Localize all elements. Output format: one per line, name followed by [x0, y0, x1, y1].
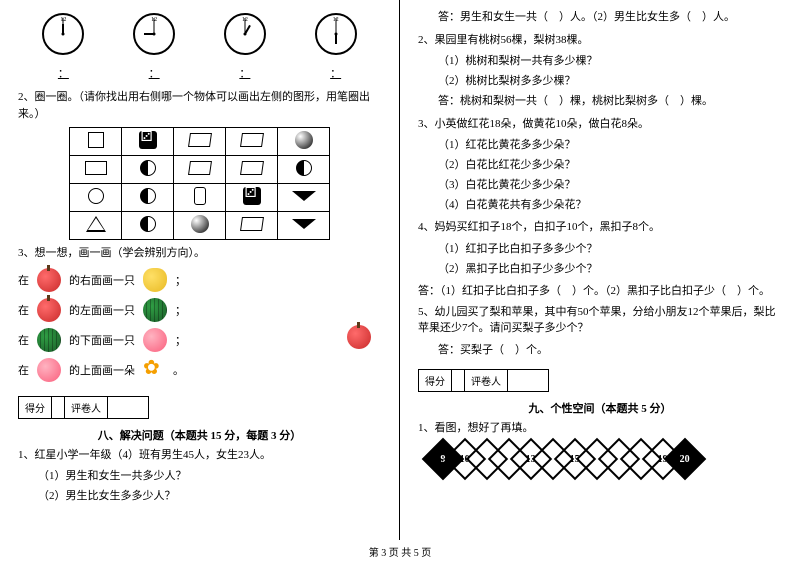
pear-icon [143, 268, 167, 292]
text: 在 [18, 332, 29, 348]
grader-blank[interactable] [508, 370, 548, 391]
answer-5: 答：买梨子（ ）个。 [438, 341, 782, 361]
text: 的右面画一只 [69, 272, 135, 288]
text: 的下面画一只 [69, 332, 135, 348]
problem-1: 1、红星小学一年级（4）班有男生45人，女生23人。 [18, 447, 381, 464]
clock-2 [133, 13, 175, 55]
left-column: ： ： ： ： 2、圈一圈。（请你找出用右侧哪一个物体可以画出左侧的图形，用笔圈… [0, 0, 400, 540]
fruit-row: 在 的右面画一只 ； [18, 268, 381, 292]
fruit-row: 在 的下面画一只 ； [18, 328, 381, 352]
problem-4a: （1）红扣子比白扣子多多少个？ [438, 240, 782, 260]
dice-icon [139, 131, 157, 149]
fruit-row: 在 的左面画一只 ； [18, 298, 381, 322]
rectangle-icon [85, 161, 107, 175]
triangle-icon [86, 216, 106, 232]
fruit-row: 在 的上面画一朵 。 [18, 358, 381, 382]
clock-blank[interactable]: ： [119, 65, 189, 81]
grader-blank[interactable] [108, 397, 148, 418]
section-8-title: 八、解决问题（本题共 15 分，每题 3 分） [18, 427, 381, 443]
problem-3d: （4）白花黄花共有多少朵花？ [438, 196, 782, 216]
problem-2: 2、果园里有桃树56棵，梨树38棵。 [418, 32, 782, 49]
apple-icon [37, 298, 61, 322]
watermelon-icon [143, 298, 167, 322]
sphere-icon [191, 215, 209, 233]
clock-blank[interactable]: ： [210, 65, 280, 81]
cone-icon [292, 219, 316, 229]
watermelon-icon [37, 328, 61, 352]
problem-4b: （2）黑扣子比白扣子少多少个？ [438, 260, 782, 280]
question-2: 2、圈一圈。（请你找出用右侧哪一个物体可以画出左侧的图形，用笔圈出来。） [18, 89, 381, 122]
can-icon [194, 187, 206, 205]
half-circle-icon [140, 160, 156, 176]
peach-icon [143, 328, 167, 352]
score-label: 得分 [19, 397, 52, 418]
text: 。 [173, 362, 184, 378]
problem-1a: （1）男生和女生一共多少人？ [38, 467, 381, 487]
clock-3 [224, 13, 266, 55]
diamond-strip: 9 10 13 15 19 20 [428, 444, 772, 474]
problem-3b: （2）白花比红花少多少朵？ [438, 156, 782, 176]
problem-3c: （3）白花比黄花少多少朵？ [438, 176, 782, 196]
shape-table [69, 127, 330, 240]
answer-1: 答：男生和女生一共（ ）人。（2）男生比女生多（ ）人。 [438, 8, 782, 28]
half-circle-icon [140, 188, 156, 204]
box-icon [240, 133, 264, 147]
grader-label: 评卷人 [465, 370, 508, 391]
score-label: 得分 [419, 370, 452, 391]
problem-4: 4、妈妈买红扣子18个，白扣子10个，黑扣子8个。 [418, 219, 782, 236]
peach-icon [37, 358, 61, 382]
text: 在 [18, 302, 29, 318]
clock-1 [42, 13, 84, 55]
box-icon [188, 161, 212, 175]
grader-label: 评卷人 [65, 397, 108, 418]
score-blank[interactable] [52, 397, 65, 418]
clock-4 [315, 13, 357, 55]
score-blank[interactable] [452, 370, 465, 391]
text: ； [175, 302, 186, 318]
clock-labels-row: ： ： ： ： [18, 65, 381, 81]
dice-icon [243, 187, 261, 205]
section-9-title: 九、个性空间（本题共 5 分） [418, 400, 782, 416]
answer-2: 答：桃树和梨树一共（ ）棵，桃树比梨树多（ ）棵。 [438, 92, 782, 112]
right-column: 答：男生和女生一共（ ）人。（2）男生比女生多（ ）人。 2、果园里有桃树56棵… [400, 0, 800, 540]
problem-2a: （1）桃树和梨树一共有多少棵？ [438, 52, 782, 72]
clock-blank[interactable]: ： [28, 65, 98, 81]
problem-9: 1、看图，想好了再填。 [418, 420, 782, 437]
text: ； [175, 272, 186, 288]
apple-float-icon [347, 325, 371, 349]
problem-3: 3、小英做红花18朵，做黄花10朵，做白花8朵。 [418, 116, 782, 133]
cone-icon [292, 191, 316, 201]
half-circle-icon [296, 160, 312, 176]
flower-icon [143, 359, 165, 381]
problem-5: 5、幼儿园买了梨和苹果，其中有50个苹果，分给小朋友12个苹果后，梨比苹果还少7… [418, 304, 782, 337]
text: 在 [18, 272, 29, 288]
box-icon [240, 217, 264, 231]
square-icon [88, 132, 104, 148]
problem-1b: （2）男生比女生多多少人？ [38, 487, 381, 507]
problem-2b: （2）桃树比梨树多多少棵？ [438, 72, 782, 92]
apple-icon [37, 268, 61, 292]
text: 在 [18, 362, 29, 378]
circle-icon [88, 188, 104, 204]
page-footer: 第 3 页 共 5 页 [0, 544, 800, 559]
question-3: 3、想一想，画一画（学会辨别方向）。 [18, 245, 381, 262]
problem-3a: （1）红花比黄花多多少朵？ [438, 136, 782, 156]
score-box: 得分 评卷人 [418, 369, 549, 392]
text: 的左面画一只 [69, 302, 135, 318]
answer-4: 答：（1）红扣子比白扣子多（ ）个。（2）黑扣子比白扣子少（ ）个。 [418, 283, 782, 300]
score-box: 得分 评卷人 [18, 396, 149, 419]
sphere-icon [295, 131, 313, 149]
clock-blank[interactable]: ： [301, 65, 371, 81]
text: ； [175, 332, 186, 348]
box-icon [188, 133, 212, 147]
text: 的上面画一朵 [69, 362, 135, 378]
clocks-row [18, 13, 381, 55]
box-icon [240, 161, 264, 175]
half-circle-icon [140, 216, 156, 232]
